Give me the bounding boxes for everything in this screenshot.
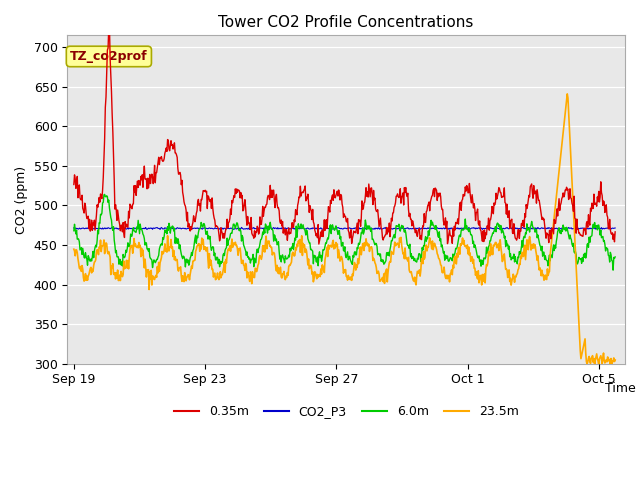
Y-axis label: CO2 (ppm): CO2 (ppm) — [15, 166, 28, 234]
Legend: 0.35m, CO2_P3, 6.0m, 23.5m: 0.35m, CO2_P3, 6.0m, 23.5m — [168, 400, 524, 423]
Title: Tower CO2 Profile Concentrations: Tower CO2 Profile Concentrations — [218, 15, 474, 30]
Text: TZ_co2prof: TZ_co2prof — [70, 50, 148, 63]
X-axis label: Time: Time — [605, 382, 636, 395]
